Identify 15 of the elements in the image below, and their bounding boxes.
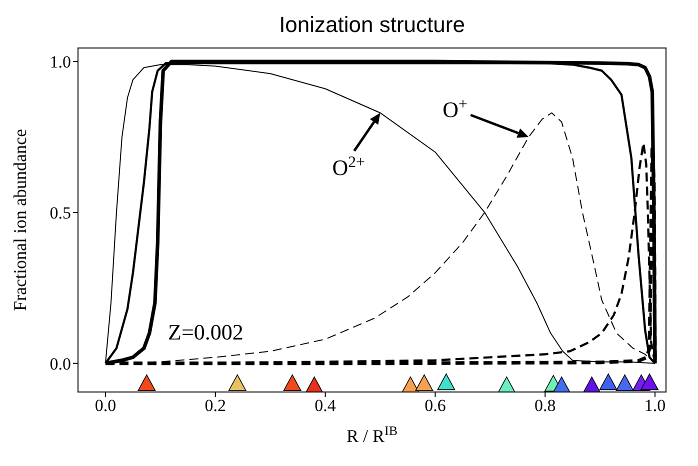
x-tick-label: 1.0	[644, 396, 666, 416]
x-tick-label: 0.4	[314, 396, 336, 416]
chart-title: Ionization structure	[279, 12, 465, 37]
y-tick-label: 1.0	[50, 52, 71, 72]
annotation: O$^{2+}$	[332, 153, 366, 180]
x-tick-label: 0.0	[94, 396, 116, 416]
y-tick-label: 0.5	[50, 203, 71, 222]
y-tick-label: 0.0	[50, 354, 71, 374]
annotation: O$^{+}$	[442, 96, 468, 122]
x-axis-title: R / R$^{IB}$	[346, 422, 398, 446]
x-tick-label: 0.2	[204, 396, 226, 416]
annotation: Z=0.002	[168, 319, 244, 344]
x-tick-label: 0.6	[424, 396, 446, 416]
x-tick-label: 0.8	[534, 396, 556, 416]
y-axis-title: Fractional ion abundance	[10, 129, 30, 311]
